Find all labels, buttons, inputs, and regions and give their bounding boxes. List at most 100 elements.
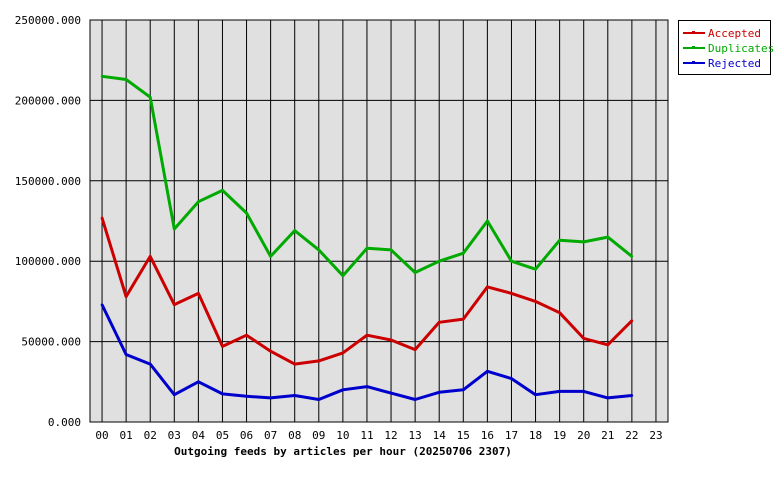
data-point-rejected bbox=[437, 390, 441, 394]
data-point-rejected bbox=[510, 377, 513, 380]
data-point-accepted bbox=[630, 319, 634, 322]
data-point-accepted bbox=[486, 285, 489, 289]
data-point-rejected bbox=[293, 394, 297, 397]
data-point-accepted bbox=[437, 321, 441, 324]
data-point-rejected bbox=[630, 394, 634, 397]
data-point-duplicates bbox=[245, 211, 248, 215]
y-tick-label: 0.000 bbox=[48, 416, 81, 429]
x-tick-label: 13 bbox=[409, 429, 422, 442]
legend-swatch-duplicates bbox=[683, 46, 705, 49]
plot-area bbox=[89, 19, 669, 423]
data-point-accepted bbox=[172, 303, 176, 306]
data-point-duplicates bbox=[558, 238, 561, 242]
x-tick-label: 09 bbox=[312, 429, 325, 442]
x-tick-label: 10 bbox=[336, 429, 349, 442]
legend-label-accepted: Accepted bbox=[708, 26, 761, 40]
legend-swatch-rejected bbox=[683, 61, 705, 64]
x-tick-label: 21 bbox=[601, 429, 614, 442]
data-point-accepted bbox=[293, 362, 297, 366]
data-point-accepted bbox=[413, 348, 417, 351]
data-point-duplicates bbox=[148, 95, 152, 99]
x-tick-label: 14 bbox=[433, 429, 447, 442]
data-point-accepted bbox=[389, 338, 393, 342]
data-point-rejected bbox=[172, 393, 176, 396]
data-point-rejected bbox=[534, 393, 537, 396]
x-tick-label: 08 bbox=[288, 429, 301, 442]
data-point-rejected bbox=[269, 396, 272, 400]
data-point-duplicates bbox=[269, 255, 272, 258]
x-tick-label: 05 bbox=[216, 429, 229, 442]
data-point-rejected bbox=[365, 385, 369, 388]
data-point-rejected bbox=[221, 392, 224, 396]
data-point-rejected bbox=[413, 398, 417, 401]
data-point-rejected bbox=[558, 390, 561, 393]
x-tick-label: 00 bbox=[95, 429, 108, 442]
data-point-duplicates bbox=[317, 248, 321, 252]
data-point-duplicates bbox=[389, 248, 393, 252]
x-tick-label: 06 bbox=[240, 429, 253, 442]
data-point-duplicates bbox=[437, 259, 441, 263]
data-point-rejected bbox=[486, 370, 489, 373]
data-point-accepted bbox=[341, 351, 345, 355]
data-point-rejected bbox=[389, 391, 393, 395]
legend-item-duplicates: Duplicates bbox=[683, 41, 774, 55]
legend: Accepted Duplicates Rejected bbox=[678, 20, 774, 75]
data-point-duplicates bbox=[365, 247, 369, 250]
x-tick-label: 01 bbox=[120, 429, 133, 442]
x-tick-label: 04 bbox=[192, 429, 206, 442]
data-point-duplicates bbox=[606, 235, 610, 239]
x-tick-label: 20 bbox=[577, 429, 590, 442]
y-tick-label: 150000.000 bbox=[15, 175, 81, 188]
y-tick-label: 100000.000 bbox=[15, 255, 81, 268]
data-point-duplicates bbox=[630, 255, 634, 258]
data-point-accepted bbox=[558, 311, 561, 314]
y-tick-label: 200000.000 bbox=[15, 94, 81, 107]
data-point-accepted bbox=[606, 343, 610, 347]
x-tick-label: 03 bbox=[168, 429, 181, 442]
x-tick-label: 23 bbox=[649, 429, 662, 442]
data-point-rejected bbox=[245, 394, 248, 398]
legend-swatch-accepted bbox=[683, 31, 705, 34]
x-tick-label: 02 bbox=[144, 429, 157, 442]
data-point-rejected bbox=[124, 353, 128, 356]
x-tick-label: 11 bbox=[360, 429, 373, 442]
data-point-duplicates bbox=[100, 74, 104, 78]
x-tick-label: 15 bbox=[457, 429, 470, 442]
data-point-accepted bbox=[221, 345, 224, 348]
data-point-accepted bbox=[148, 255, 152, 258]
data-point-duplicates bbox=[486, 219, 489, 223]
x-tick-label: 19 bbox=[553, 429, 566, 442]
data-point-accepted bbox=[269, 349, 272, 353]
data-point-duplicates bbox=[534, 267, 537, 271]
data-point-accepted bbox=[510, 292, 513, 295]
data-point-duplicates bbox=[341, 274, 345, 277]
data-point-accepted bbox=[124, 295, 128, 298]
legend-label-rejected: Rejected bbox=[708, 56, 761, 70]
data-point-duplicates bbox=[197, 200, 200, 204]
data-point-duplicates bbox=[293, 229, 297, 232]
legend-label-duplicates: Duplicates bbox=[708, 41, 775, 55]
x-tick-label: 17 bbox=[505, 429, 518, 442]
data-point-accepted bbox=[197, 292, 200, 295]
chart-title: Outgoing feeds by articles per hour (202… bbox=[174, 445, 512, 458]
data-point-duplicates bbox=[582, 240, 586, 244]
data-point-duplicates bbox=[172, 227, 176, 231]
data-point-rejected bbox=[341, 388, 345, 392]
data-point-rejected bbox=[317, 398, 321, 401]
legend-item-rejected: Rejected bbox=[683, 56, 761, 70]
legend-item-accepted: Accepted bbox=[683, 26, 761, 40]
data-point-accepted bbox=[582, 337, 586, 340]
data-point-rejected bbox=[197, 380, 200, 384]
data-point-rejected bbox=[461, 388, 465, 392]
data-point-accepted bbox=[100, 216, 104, 220]
data-point-rejected bbox=[148, 362, 152, 366]
y-tick-label: 50000.000 bbox=[21, 336, 81, 349]
data-point-rejected bbox=[582, 390, 586, 393]
y-tick-label: 250000.000 bbox=[15, 14, 81, 27]
x-tick-label: 07 bbox=[264, 429, 277, 442]
data-point-accepted bbox=[245, 333, 248, 337]
data-point-duplicates bbox=[510, 259, 513, 263]
data-point-duplicates bbox=[124, 78, 128, 81]
